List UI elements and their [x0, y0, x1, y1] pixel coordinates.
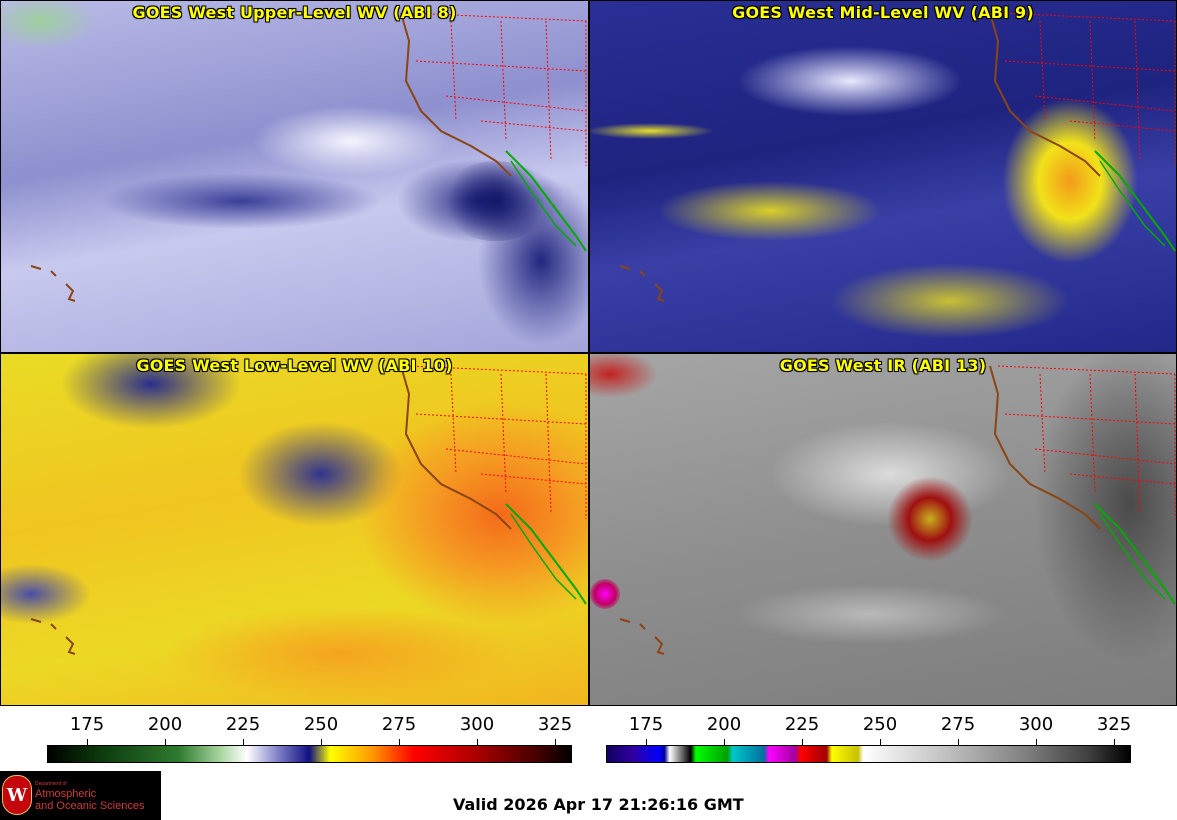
- tick-mark: [399, 739, 400, 745]
- wv-scale-label: 250: [303, 714, 339, 735]
- wv-scale-label: 300: [459, 714, 495, 735]
- wv-scale-label: 225: [225, 714, 261, 735]
- tick-mark: [477, 739, 478, 745]
- ir-scale-label: 275: [940, 714, 976, 735]
- tick-mark: [321, 739, 322, 745]
- low-pressure-swirl: [441, 161, 551, 241]
- tick-mark: [1036, 739, 1037, 745]
- seal-letter: W: [6, 785, 28, 806]
- panel-title: GOES West Low-Level WV (ABI 10): [136, 356, 453, 375]
- mid-level-wv-panel: GOES West Mid-Level WV (ABI 9): [589, 0, 1177, 353]
- ir-scale-label: 325: [1096, 714, 1132, 735]
- panel-title: GOES West IR (ABI 13): [779, 356, 987, 375]
- logo-line-1: Atmospheric: [35, 788, 97, 800]
- tick-mark: [555, 739, 556, 745]
- map-outline-overlay: [619, 12, 1176, 302]
- panel-title: GOES West Upper-Level WV (ABI 8): [132, 3, 457, 22]
- wv-scale-label: 175: [69, 714, 105, 735]
- tick-mark: [802, 739, 803, 745]
- cold-cloud-top: [590, 579, 620, 609]
- tick-mark: [87, 739, 88, 745]
- ir-colorbar: [606, 745, 1131, 763]
- tick-mark: [958, 739, 959, 745]
- tick-mark: [243, 739, 244, 745]
- tick-mark: [646, 739, 647, 745]
- map-outline-overlay: [619, 365, 1176, 655]
- logo-line-2: and Oceanic Sciences: [35, 800, 145, 812]
- uw-seal-icon: W: [2, 775, 32, 815]
- tick-mark: [1114, 739, 1115, 745]
- ir-scale-label: 200: [706, 714, 742, 735]
- ir-scale-label: 250: [862, 714, 898, 735]
- valid-time: Valid 2026 Apr 17 21:26:16 GMT: [453, 795, 744, 814]
- ir-scale-label: 300: [1018, 714, 1054, 735]
- low-level-wv-panel: GOES West Low-Level WV (ABI 10): [0, 353, 589, 706]
- wv-scale-label: 200: [147, 714, 183, 735]
- ir-scale-label: 175: [628, 714, 664, 735]
- tick-mark: [724, 739, 725, 745]
- wv-colorbar: [47, 745, 572, 763]
- tick-mark: [165, 739, 166, 745]
- wv-scale-label: 275: [381, 714, 417, 735]
- ir-scale-label: 225: [784, 714, 820, 735]
- panel-title: GOES West Mid-Level WV (ABI 9): [732, 3, 1034, 22]
- upper-level-wv-panel: GOES West Upper-Level WV (ABI 8): [0, 0, 589, 353]
- convection-cluster: [875, 474, 985, 564]
- ir-panel: GOES West IR (ABI 13): [589, 353, 1177, 706]
- map-outline-overlay: [30, 12, 587, 302]
- tick-mark: [880, 739, 881, 745]
- wv-scale-label: 325: [537, 714, 573, 735]
- aos-logo: W Department of Atmospheric and Oceanic …: [0, 771, 161, 820]
- map-outline-overlay: [30, 365, 587, 655]
- logo-dept-text: Department of: [35, 781, 67, 787]
